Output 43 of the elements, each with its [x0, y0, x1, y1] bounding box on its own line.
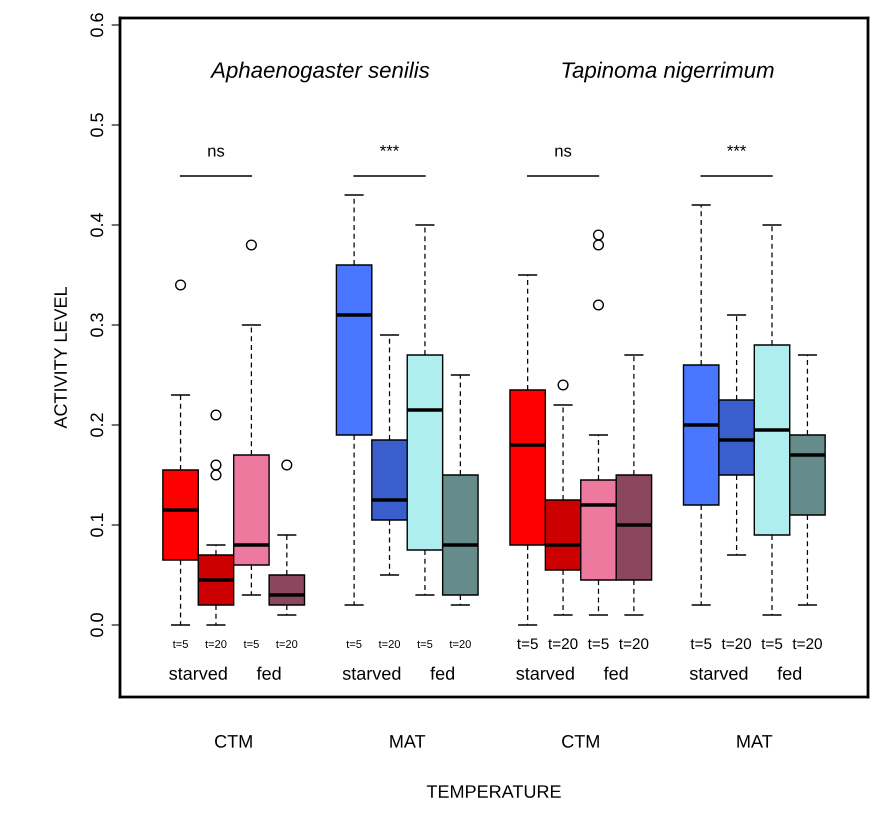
x-tick-label: t=20 [450, 640, 471, 648]
annotation: fed [256, 666, 280, 680]
text: CTM [562, 734, 599, 748]
text: MAT [390, 735, 426, 748]
annotation: *** [380, 145, 399, 151]
y-tick-label: 0.2 [90, 413, 104, 437]
annotation: starved [169, 666, 227, 680]
annotation: ns [555, 148, 572, 157]
y-tick-label: 0.0 [90, 613, 104, 637]
y-tick-label: 0.6 [90, 13, 104, 37]
annotation: fed [430, 666, 454, 680]
y-tick-label: 0.3 [90, 313, 104, 337]
x-tick-label: t=5 [172, 640, 188, 648]
annotation: Aphaenogaster senilis [210, 62, 430, 82]
x-tick-label: t=5 [761, 638, 782, 650]
annotation: starved [342, 666, 400, 680]
x-tick-label: t=20 [205, 640, 227, 648]
x-tick-label: t=5 [588, 638, 609, 650]
y-tick-label: 0.4 [90, 212, 104, 237]
annotation: Tapinoma nigerrimum [562, 62, 774, 82]
x-tick-label: t=5 [690, 638, 712, 650]
y-tick-label: 0.1 [90, 513, 104, 537]
x-tick-label: t=5 [517, 638, 538, 650]
x-tick-label: t=20 [619, 638, 648, 650]
x-tick-label: t=20 [276, 640, 298, 648]
annotation: fed [604, 666, 628, 680]
annotation: starved [516, 666, 574, 680]
y-tick-label: 0.5 [90, 113, 104, 137]
x-tick-label: t=5 [346, 640, 362, 648]
annotation: starved [690, 666, 748, 680]
annotation: *** [727, 145, 746, 151]
y-axis-title: ACTIVITY LEVEL [54, 287, 67, 429]
x-tick-label: t=20 [548, 638, 578, 650]
text: CTM [215, 734, 252, 748]
x-tick-label: t=20 [792, 638, 822, 650]
text: MAT [737, 735, 772, 748]
x-tick-label: t=20 [722, 638, 752, 650]
x-tick-label: t=5 [417, 640, 432, 648]
x-tick-label: t=20 [378, 640, 400, 648]
annotation: ns [208, 148, 224, 157]
annotation: fed [777, 666, 802, 680]
x-axis-title: TEMPERATURE [426, 785, 561, 798]
x-tick-label: t=5 [244, 640, 259, 648]
